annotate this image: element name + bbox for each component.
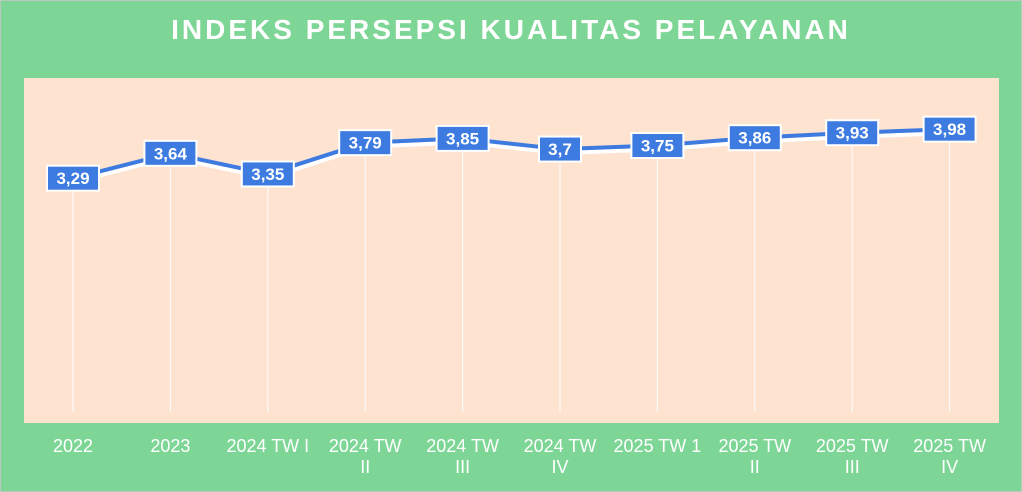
data-label: 3,93: [836, 124, 869, 143]
x-tick-label: 2025 TW 1: [614, 436, 702, 456]
data-label-box: [727, 124, 782, 152]
data-label-box: [435, 124, 490, 152]
data-label-box: [46, 164, 100, 192]
data-label: 3,75: [641, 137, 674, 156]
data-label: 3,7: [548, 140, 572, 159]
data-label-box: [538, 135, 582, 163]
x-tick-label: 2024 TW III: [426, 436, 499, 477]
series-line: [72, 127, 950, 185]
x-tick-label: 2024 TW I: [226, 436, 309, 456]
x-tick-label: 2023: [150, 436, 190, 456]
chart-title: INDEKS PERSEPSI KUALITAS PELAYANAN: [171, 14, 851, 45]
x-axis: 2022 2023 2024 TW I 2024 TW II 2024 TW III 2024…: [53, 436, 986, 477]
x-tick-label: 2024 TW IV: [524, 436, 597, 477]
drop-lines: [72, 129, 951, 412]
series-line-path: [72, 127, 950, 181]
data-labels: 3,29 3,64 3,35 3,79 3,85 3,7 3,75 3,86 3,93 3,98: [46, 115, 977, 192]
series-line-shadow: [72, 131, 950, 185]
x-tick-label: 2024 TW II: [329, 436, 402, 477]
data-label-box: [240, 160, 295, 188]
data-label: 3,86: [738, 129, 771, 148]
x-tick-label: 2025 TW II: [718, 436, 791, 477]
data-label-box: [630, 132, 685, 160]
x-tick-label: 2025 TW IV: [913, 436, 986, 477]
data-label-box: [338, 129, 393, 157]
data-label: 3,98: [933, 120, 966, 139]
data-label: 3,85: [446, 129, 479, 148]
data-label: 3,64: [154, 144, 188, 163]
data-label-box: [143, 139, 198, 167]
data-label-box: [922, 115, 977, 143]
x-tick-label: 2025 TW III: [816, 436, 889, 477]
x-tick-label: 2022: [53, 436, 93, 456]
data-label: 3,35: [251, 165, 284, 184]
data-label-box: [825, 119, 880, 147]
data-label: 3,29: [56, 169, 89, 188]
data-label: 3,79: [349, 134, 382, 153]
